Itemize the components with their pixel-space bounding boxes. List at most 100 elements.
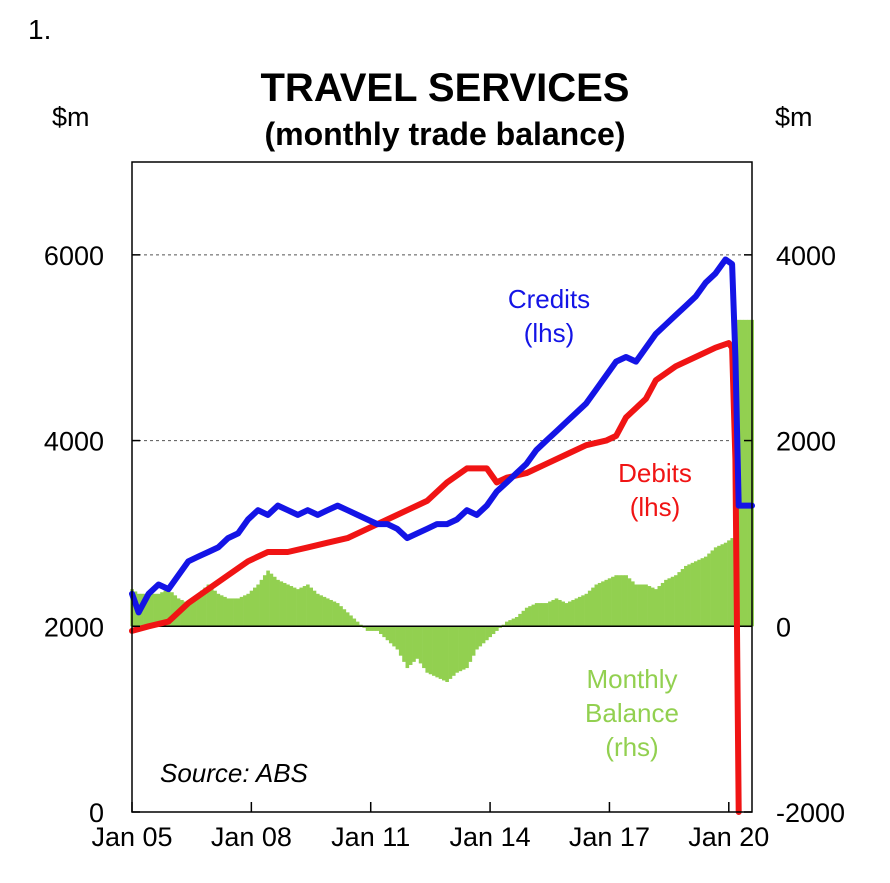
credits-line	[129, 256, 755, 616]
balance-bar	[567, 601, 572, 627]
balance-bar	[253, 587, 257, 627]
balance-bar	[707, 553, 711, 627]
balance-label: Balance	[585, 698, 679, 728]
balance-bar	[577, 596, 582, 627]
left-tick-label: 2000	[44, 612, 104, 642]
balance-bar	[448, 626, 453, 679]
balance-bar	[650, 587, 655, 627]
balance-bar	[617, 575, 622, 627]
balance-bar	[372, 626, 376, 631]
balance-bar	[183, 601, 188, 627]
balance-label: (rhs)	[605, 732, 658, 762]
balance-bar	[485, 626, 489, 641]
balance-bar	[256, 584, 260, 627]
balance-bars	[130, 319, 754, 682]
balance-bar	[146, 593, 151, 627]
balance-bar	[282, 582, 287, 627]
balance-bar	[385, 626, 390, 641]
x-tick-label: Jan 14	[450, 822, 531, 852]
balance-bar	[461, 626, 466, 670]
debits-label: Debits	[618, 458, 692, 488]
balance-bar	[302, 586, 307, 627]
balance-bar	[359, 624, 363, 627]
chart-subtitle: (monthly trade balance)	[264, 116, 626, 152]
balance-bar	[684, 565, 688, 627]
credits-label: Credits	[508, 284, 590, 314]
right-tick-label: -2000	[776, 798, 845, 828]
balance-bar	[395, 626, 400, 650]
balance-bar	[621, 575, 625, 627]
balance-bar	[680, 569, 685, 627]
balance-bar	[534, 603, 539, 627]
balance-bar	[584, 593, 589, 627]
balance-bar	[322, 596, 327, 627]
balance-bar	[355, 621, 360, 627]
debits-line	[129, 340, 742, 815]
balance-bar	[514, 617, 519, 627]
balance-bar	[551, 599, 556, 627]
balance-bar	[216, 593, 221, 627]
balance-bar	[508, 620, 512, 627]
balance-bar	[422, 626, 426, 669]
balance-bar	[262, 575, 267, 627]
balance-bar	[412, 626, 416, 662]
balance-bar	[362, 626, 367, 628]
balance-bar	[306, 584, 310, 627]
source-note: Source: ABS	[160, 758, 309, 788]
balance-bar	[445, 626, 449, 682]
balance-bar	[700, 558, 705, 627]
balance-bar	[614, 575, 619, 627]
balance-bar	[316, 593, 320, 627]
balance-bar	[723, 542, 728, 627]
gridlines	[132, 254, 752, 442]
balance-bar	[660, 582, 665, 627]
balance-bar	[382, 626, 386, 638]
balance-bar	[226, 598, 231, 627]
balance-bar	[418, 626, 423, 664]
balance-bar	[654, 589, 658, 627]
balance-bar	[607, 578, 612, 627]
balance-bar	[223, 596, 227, 627]
balance-bar	[713, 547, 718, 627]
balance-bar	[587, 590, 592, 627]
right-tick-label: 2000	[776, 427, 836, 457]
balance-bar	[345, 612, 350, 627]
balance-bar	[544, 603, 549, 627]
balance-bar	[627, 578, 632, 627]
balance-bar	[289, 586, 294, 627]
chart-title: TRAVEL SERVICES	[260, 66, 630, 110]
balance-bar	[415, 626, 420, 659]
balance-bar	[150, 593, 154, 627]
balance-bar	[703, 556, 708, 627]
balance-bar	[349, 615, 353, 627]
balance-bar	[637, 584, 642, 627]
balance-bar	[657, 586, 662, 627]
x-tick-label: Jan 20	[688, 822, 769, 852]
balance-bar	[581, 595, 585, 627]
balance-bar	[730, 538, 735, 627]
balance-bar	[630, 581, 635, 627]
balance-bar	[511, 618, 516, 627]
credits-label: (lhs)	[524, 318, 575, 348]
left-tick-label: 0	[89, 798, 104, 828]
left-tick-label: 4000	[44, 427, 104, 457]
balance-bar	[727, 540, 731, 627]
balance-bar	[239, 596, 244, 627]
annotations: Credits (lhs) Debits (lhs) Monthly Balance (rh…	[160, 284, 692, 788]
balance-bar	[743, 319, 748, 627]
balance-bar	[451, 626, 456, 676]
balance-bar	[243, 595, 247, 627]
balance-bar	[269, 573, 274, 627]
balance-label: Monthly	[586, 664, 677, 694]
right-tick-label: 4000	[776, 241, 836, 271]
balance-bar	[432, 626, 436, 676]
balance-bar	[153, 593, 158, 627]
balance-bar	[219, 595, 224, 627]
axes: 0 2000 4000 6000 -2000 0 2000 4000 Jan 05 Jan 08 J…	[44, 241, 845, 852]
left-axis-unit: $m	[52, 102, 90, 132]
debits-label: (lhs)	[630, 492, 681, 522]
balance-bar	[325, 598, 330, 627]
balance-bar	[561, 601, 565, 627]
balance-bar	[667, 578, 672, 627]
